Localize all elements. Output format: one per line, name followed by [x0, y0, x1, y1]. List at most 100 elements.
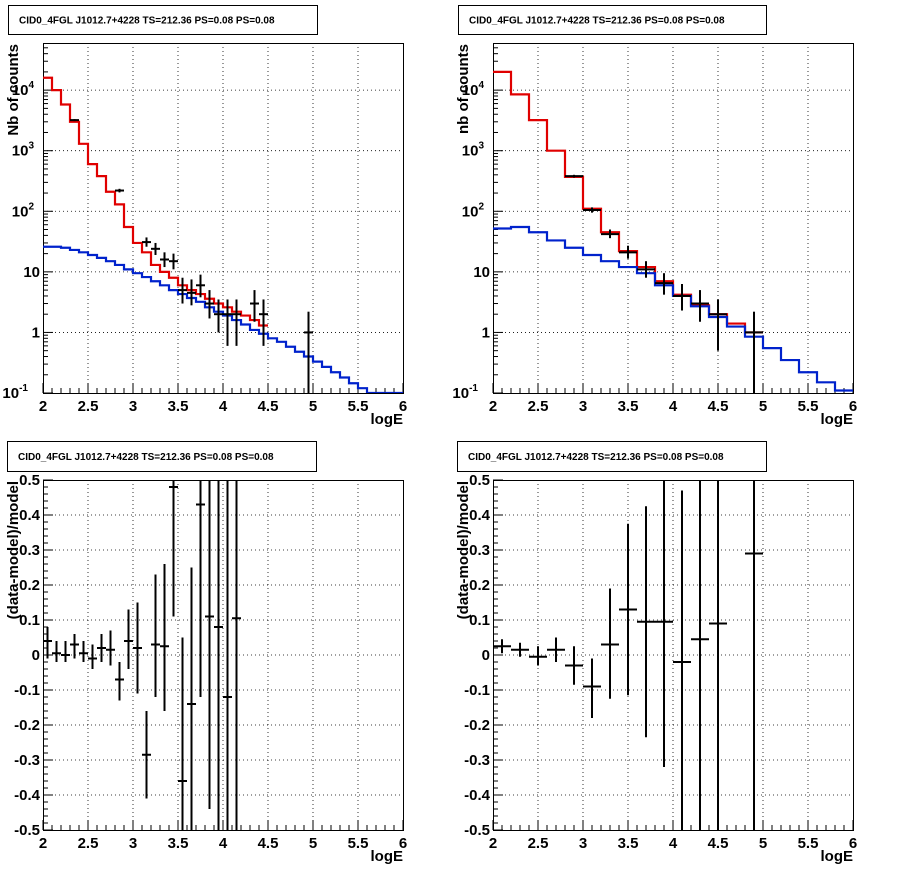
y-tick-mantissa: 10 — [12, 82, 29, 99]
data-point — [124, 609, 133, 669]
x-tick-label: 3 — [579, 398, 587, 415]
data-point — [133, 602, 142, 694]
y-tick-label: 0.1 — [469, 612, 490, 629]
x-tick-label: 3 — [579, 835, 587, 852]
data-point — [232, 299, 241, 346]
y-tick-label: 103 — [462, 141, 485, 160]
plot-area — [493, 70, 853, 393]
data-point — [196, 480, 205, 697]
data-point — [187, 567, 196, 830]
data-point — [169, 253, 178, 270]
x-tick-label: 4 — [669, 835, 678, 852]
data-point — [655, 480, 673, 767]
x-axis-title: logE — [821, 411, 854, 428]
data-point — [79, 641, 88, 662]
x-tick-label: 2 — [489, 835, 497, 852]
data-point — [151, 574, 160, 697]
y-tick-exponent: 2 — [478, 201, 484, 212]
x-tick-label: 5.5 — [798, 398, 819, 415]
data-point — [151, 242, 160, 255]
data-point — [673, 284, 691, 311]
y-tick-label: 0 — [32, 647, 40, 664]
data-point — [214, 480, 223, 830]
chart-title-box: CID0_4FGL J1012.7+4228 TS=212.36 PS=0.08… — [8, 5, 318, 35]
x-axis-title: logE — [821, 848, 854, 865]
series-line-background-model — [493, 225, 853, 392]
y-tick-mantissa: 10 — [452, 385, 469, 402]
data-point — [745, 480, 763, 830]
x-tick-label: 3.5 — [168, 398, 189, 415]
data-point — [511, 642, 529, 657]
data-point — [97, 634, 106, 662]
x-tick-label: 3 — [129, 835, 137, 852]
data-point — [70, 634, 79, 659]
x-tick-label: 6 — [399, 398, 407, 415]
data-point — [493, 639, 511, 654]
data-point — [637, 261, 655, 278]
data-point — [169, 480, 178, 617]
title-frame — [8, 5, 318, 35]
data-point — [601, 229, 619, 239]
chart-title-box: CID0_4FGL J1012.7+4228 TS=212.36 PS=0.08… — [457, 441, 767, 472]
chart-title: CID0_4FGL J1012.7+4228 TS=212.36 PS=0.08… — [468, 452, 724, 463]
x-tick-label: 2 — [39, 835, 47, 852]
x-tick-label: 5.5 — [798, 835, 819, 852]
plot-frame — [43, 480, 404, 831]
y-axis-title: (data-model)/model — [455, 481, 472, 619]
y-axis-title: Nb of counts — [5, 44, 22, 136]
data-point — [691, 290, 709, 322]
plot-frame — [493, 43, 854, 394]
x-tick-label: 5.5 — [348, 398, 369, 415]
x-tick-label: 6 — [849, 835, 857, 852]
data-point — [232, 480, 241, 830]
data-point — [160, 252, 169, 268]
chart-title: CID0_4FGL J1012.7+4228 TS=212.36 PS=0.08… — [469, 16, 725, 27]
y-tick-label: -0.4 — [14, 787, 41, 804]
data-point — [187, 279, 196, 306]
y-tick-label: 0.5 — [469, 472, 490, 489]
chart-title: CID0_4FGL J1012.7+4228 TS=212.36 PS=0.08… — [18, 452, 274, 463]
y-tick-mantissa: 10 — [462, 82, 479, 99]
data-point — [655, 273, 673, 295]
chart-panel-top-right: CID0_4FGL J1012.7+4228 TS=212.36 PS=0.08… — [452, 5, 857, 428]
y-tick-mantissa: 10 — [462, 143, 479, 160]
data-point — [142, 711, 151, 799]
y-tick-label: 10-1 — [452, 383, 478, 402]
y-tick-exponent: 2 — [28, 201, 34, 212]
y-tick-label: 0.4 — [469, 507, 491, 524]
data-point — [304, 311, 313, 393]
plot-frame — [43, 43, 404, 394]
data-point — [70, 119, 79, 122]
data-point — [61, 641, 70, 662]
x-axis-title: logE — [371, 848, 404, 865]
y-tick-label: -0.1 — [14, 682, 40, 699]
x-tick-label: 3.5 — [618, 835, 639, 852]
data-point — [223, 299, 232, 346]
y-tick-label: 10 — [473, 264, 490, 281]
y-tick-exponent: -1 — [469, 383, 478, 394]
data-point — [709, 480, 727, 830]
plot-area — [43, 480, 241, 830]
y-tick-label: 0.2 — [19, 577, 40, 594]
y-tick-label: 1 — [482, 324, 490, 341]
y-axis-title: (data-model)/model — [5, 481, 22, 619]
x-tick-label: 4 — [669, 398, 678, 415]
data-point — [619, 245, 637, 259]
y-tick-label: -0.5 — [14, 822, 40, 839]
y-tick-label: 102 — [462, 201, 485, 220]
data-point — [106, 630, 115, 666]
y-tick-exponent: 4 — [478, 80, 484, 91]
data-point — [196, 274, 205, 298]
data-point — [673, 490, 691, 830]
x-tick-label: 4.5 — [258, 835, 279, 852]
title-frame — [457, 441, 767, 472]
y-tick-exponent: 3 — [28, 141, 34, 152]
data-point — [619, 523, 637, 696]
data-point — [214, 299, 223, 333]
y-tick-label: 0 — [482, 647, 490, 664]
x-tick-label: 4 — [219, 398, 228, 415]
chart-title-box: CID0_4FGL J1012.7+4228 TS=212.36 PS=0.08… — [458, 5, 767, 35]
data-point — [115, 188, 124, 193]
chart-panel-top-left: CID0_4FGL J1012.7+4228 TS=212.36 PS=0.08… — [2, 5, 407, 428]
data-point — [88, 644, 97, 669]
